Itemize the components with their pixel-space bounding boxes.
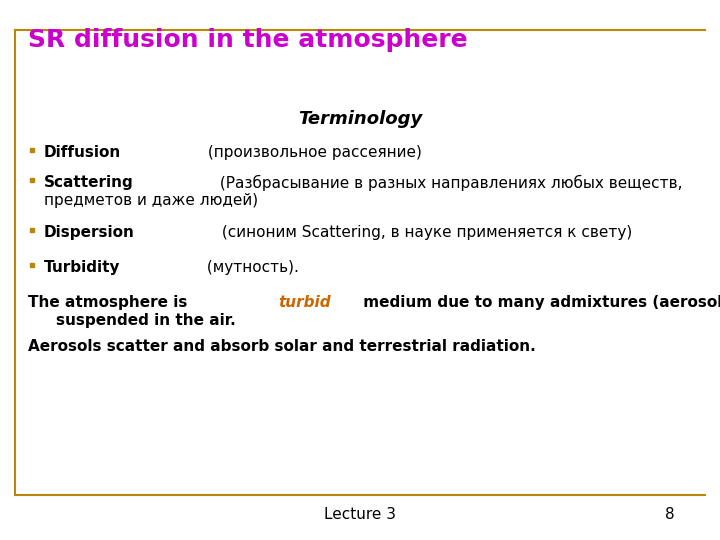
Text: medium due to many admixtures (aerosols): medium due to many admixtures (aerosols) <box>359 295 720 310</box>
Text: SR diffusion in the atmosphere: SR diffusion in the atmosphere <box>28 28 467 52</box>
Text: Terminology: Terminology <box>298 110 422 128</box>
Text: Lecture 3: Lecture 3 <box>324 507 396 522</box>
Text: The atmosphere is: The atmosphere is <box>28 295 193 310</box>
Text: (Разбрасывание в разных направлениях любых веществ,: (Разбрасывание в разных направлениях люб… <box>215 175 683 191</box>
Text: Scattering: Scattering <box>44 175 134 190</box>
Text: (синоним Scattering, в науке применяется к свету): (синоним Scattering, в науке применяется… <box>217 225 632 240</box>
Text: (произвольное рассеяние): (произвольное рассеяние) <box>203 145 422 160</box>
Text: Dispersion: Dispersion <box>44 225 135 240</box>
Text: предметов и даже людей): предметов и даже людей) <box>44 193 258 208</box>
Text: (мутность).: (мутность). <box>202 260 299 275</box>
Text: Aerosols scatter and absorb solar and terrestrial radiation.: Aerosols scatter and absorb solar and te… <box>28 339 536 354</box>
Text: Turbidity: Turbidity <box>44 260 120 275</box>
Text: Diffusion: Diffusion <box>44 145 121 160</box>
Text: 8: 8 <box>665 507 675 522</box>
Text: suspended in the air.: suspended in the air. <box>56 313 235 328</box>
Text: turbid: turbid <box>278 295 330 310</box>
